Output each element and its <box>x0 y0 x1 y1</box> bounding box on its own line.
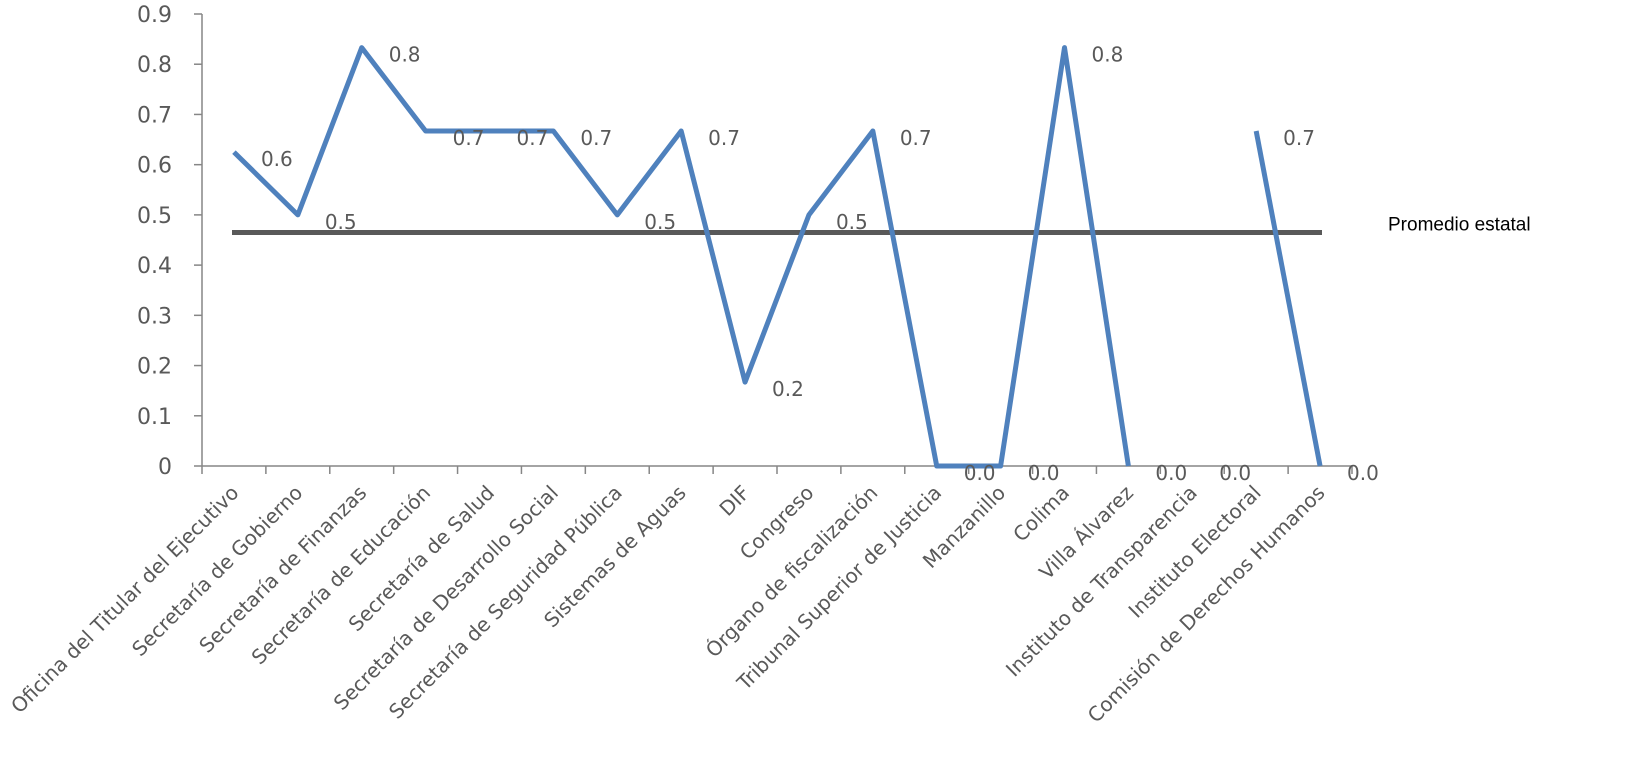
data-label: 0.0 <box>964 461 996 485</box>
x-tick-label: Oficina del Titular del Ejecutivo <box>6 481 243 718</box>
data-label: 0.7 <box>453 126 485 150</box>
y-axis-ticks: 0 0.1 0.2 0.3 0.4 0.5 0.6 0.7 0.8 0.9 <box>137 3 202 480</box>
y-tick-label: 0.3 <box>137 304 172 329</box>
average-series-label: Promedio estatal <box>1388 214 1531 235</box>
series-layer <box>232 45 1323 469</box>
data-label: 0.8 <box>1092 43 1124 67</box>
y-tick-label: 0.4 <box>137 254 172 279</box>
data-label: 0.5 <box>325 210 357 234</box>
x-tick-label: DIF <box>714 481 754 521</box>
y-tick-label: 0.8 <box>137 53 172 78</box>
x-tick-label: Secretaría de Seguridad Pública <box>384 481 627 724</box>
data-label: 0.7 <box>708 126 740 150</box>
data-label: 0.2 <box>772 377 804 401</box>
x-axis-ticks <box>201 466 1353 474</box>
y-tick-label: 0.2 <box>137 355 172 380</box>
x-axis-labels: Oficina del Titular del Ejecutivo Secreta… <box>6 481 1330 728</box>
series-line <box>1253 130 1323 467</box>
data-label: 0.5 <box>644 210 676 234</box>
y-tick-label: 0.7 <box>137 103 172 128</box>
data-label: 0.0 <box>1219 461 1251 485</box>
data-label: 0.0 <box>1347 461 1379 485</box>
y-tick-label: 0.1 <box>137 405 172 430</box>
data-label: 0.0 <box>1155 461 1187 485</box>
data-label: 0.7 <box>900 126 932 150</box>
data-label: 0.6 <box>261 147 293 171</box>
y-tick-label: 0.9 <box>137 3 172 28</box>
y-tick-label: 0.6 <box>137 154 172 179</box>
y-tick-label: 0.5 <box>137 204 172 229</box>
x-tick-label: Comisión de Derechos Humanos <box>1083 481 1330 728</box>
data-label: 0.7 <box>1283 126 1315 150</box>
data-label: 0.7 <box>517 126 549 150</box>
data-label: 0.0 <box>1028 461 1060 485</box>
data-label: 0.7 <box>580 126 612 150</box>
series-line <box>232 45 1131 469</box>
y-tick-label: 0 <box>158 455 172 480</box>
data-label: 0.8 <box>389 43 421 67</box>
data-labels: 0.6 0.5 0.8 0.7 0.7 0.7 0.5 0.7 0.2 0.5 0.7 0.0 0.0 0… <box>261 43 1379 485</box>
data-label: 0.5 <box>836 210 868 234</box>
